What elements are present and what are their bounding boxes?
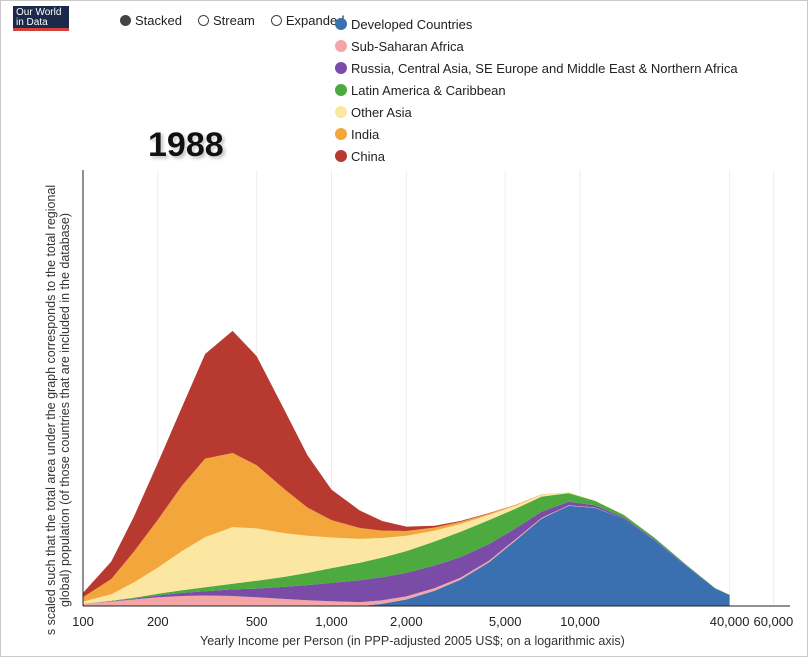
legend-item-russia-mena[interactable]: Russia, Central Asia, SE Europe and Midd…	[335, 57, 738, 79]
mode-stacked-label: Stacked	[135, 13, 182, 28]
legend-item-developed[interactable]: Developed Countries	[335, 13, 738, 35]
y-axis-title-line-2: global) population (of those countries t…	[58, 213, 72, 608]
mode-stream-label: Stream	[212, 13, 255, 28]
mode-expanded[interactable]: Expanded	[270, 13, 345, 28]
legend-label: Sub-Saharan Africa	[351, 38, 464, 54]
area-india	[83, 453, 730, 602]
x-tick-label: 60,000	[753, 614, 793, 629]
radio-stream-icon[interactable]	[197, 15, 209, 26]
legend-item-sub-saharan[interactable]: Sub-Saharan Africa	[335, 35, 738, 57]
x-tick-label: 10,000	[560, 614, 600, 629]
legend-dot-icon	[335, 106, 347, 118]
area-china	[83, 330, 730, 598]
legend-dot-icon	[335, 150, 347, 162]
legend: Developed Countries Sub-Saharan Africa R…	[335, 13, 738, 167]
y-axis-title: s scaled such that the total area under …	[44, 180, 72, 640]
brand-line-1: Our World	[16, 7, 62, 18]
legend-label: China	[351, 148, 385, 164]
legend-label: Latin America & Caribbean	[351, 82, 506, 98]
legend-dot-icon	[335, 84, 347, 96]
legend-label: India	[351, 126, 380, 142]
x-tick-label: 1,000	[315, 614, 348, 629]
legend-dot-icon	[335, 18, 347, 30]
mode-stream[interactable]: Stream	[197, 13, 255, 28]
legend-label: Other Asia	[351, 104, 412, 120]
x-tick-label: 2,000	[390, 614, 423, 629]
mode-expanded-label: Expanded	[285, 13, 345, 28]
x-tick-label: 100	[72, 614, 94, 629]
legend-item-india[interactable]: India	[335, 123, 738, 145]
layout-mode-controls: Stacked Stream Expanded	[120, 13, 344, 28]
legend-dot-icon	[335, 128, 347, 140]
x-tick-label: 5,000	[489, 614, 522, 629]
y-axis-title-line-1: s scaled such that the total area under …	[44, 184, 58, 636]
year-label: 1988	[148, 126, 224, 164]
brand-logo[interactable]: Our World in Data	[13, 6, 69, 31]
area-other-asia	[83, 492, 730, 604]
legend-dot-icon	[335, 62, 347, 74]
legend-label: Developed Countries	[351, 16, 473, 32]
radio-stacked-icon[interactable]	[120, 15, 131, 26]
x-tick-label: 40,000	[710, 614, 750, 629]
legend-item-china[interactable]: China	[335, 145, 738, 167]
area-developed-countries	[83, 505, 730, 606]
legend-dot-icon	[335, 40, 347, 52]
legend-item-latin-america[interactable]: Latin America & Caribbean	[335, 79, 738, 101]
radio-expanded-icon[interactable]	[270, 15, 282, 26]
x-axis-title: Yearly Income per Person (in PPP-adjuste…	[200, 634, 625, 648]
brand-line-2: in Data	[16, 17, 48, 28]
legend-item-other-asia[interactable]: Other Asia	[335, 101, 738, 123]
mode-stacked[interactable]: Stacked	[120, 13, 182, 28]
area-russia-central-asia-se-europe-and-middle-east-northern-africa	[83, 501, 730, 604]
x-tick-label: 500	[246, 614, 268, 629]
legend-label: Russia, Central Asia, SE Europe and Midd…	[351, 60, 738, 76]
x-tick-label: 200	[147, 614, 169, 629]
